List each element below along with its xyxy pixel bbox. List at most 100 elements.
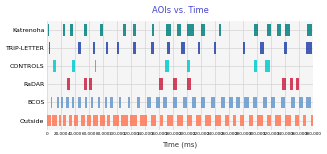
Bar [177, 24, 181, 36]
Bar [281, 97, 285, 108]
Bar [47, 115, 51, 126]
Bar [306, 97, 311, 108]
Bar [156, 97, 160, 108]
Bar [249, 115, 253, 126]
Bar [215, 115, 221, 126]
Bar [67, 78, 70, 90]
Bar [93, 42, 95, 54]
Bar [130, 115, 137, 126]
Bar [177, 115, 183, 126]
Bar [166, 24, 171, 36]
Bar [61, 97, 63, 108]
Bar [285, 115, 291, 126]
Bar [167, 42, 170, 54]
Bar [225, 115, 229, 126]
Bar [106, 42, 108, 54]
Bar [307, 24, 312, 36]
Bar [128, 97, 130, 108]
Bar [78, 42, 81, 54]
Bar [192, 97, 196, 108]
Bar [271, 97, 275, 108]
Bar [91, 97, 94, 108]
Bar [282, 78, 286, 90]
Bar [100, 24, 103, 36]
Bar [266, 60, 269, 72]
Bar [163, 97, 167, 108]
Bar [267, 24, 271, 36]
Bar [48, 24, 49, 36]
Bar [89, 78, 92, 90]
Bar [285, 24, 290, 36]
Bar [183, 97, 187, 108]
Bar [257, 115, 263, 126]
Bar [97, 97, 100, 108]
Bar [299, 97, 303, 108]
Bar [173, 78, 177, 90]
Bar [187, 60, 190, 72]
Bar [66, 97, 69, 108]
Bar [263, 97, 267, 108]
Bar [277, 24, 282, 36]
Bar [49, 42, 50, 54]
Bar [84, 78, 87, 90]
Bar [81, 115, 85, 126]
Bar [151, 115, 156, 126]
Bar [311, 115, 313, 126]
Bar [84, 24, 87, 36]
Bar [187, 115, 192, 126]
Bar [119, 97, 121, 108]
Bar [62, 24, 65, 36]
Bar [253, 60, 257, 72]
Bar [295, 115, 299, 126]
Bar [72, 97, 75, 108]
Bar [243, 42, 245, 54]
Bar [152, 24, 154, 36]
Bar [267, 115, 271, 126]
Bar [303, 115, 306, 126]
Bar [140, 115, 146, 126]
Bar [229, 97, 233, 108]
Bar [121, 115, 128, 126]
Bar [63, 115, 66, 126]
Bar [253, 97, 257, 108]
Bar [244, 97, 249, 108]
Bar [261, 42, 264, 54]
Bar [78, 97, 81, 108]
Bar [221, 97, 225, 108]
Bar [100, 115, 105, 126]
Bar [137, 97, 140, 108]
Bar [85, 97, 87, 108]
Bar [72, 60, 75, 72]
Bar [117, 42, 119, 54]
Bar [196, 115, 201, 126]
Bar [236, 97, 240, 108]
Bar [291, 97, 295, 108]
Bar [233, 115, 236, 126]
Bar [187, 24, 194, 36]
Bar [201, 97, 205, 108]
Bar [151, 42, 154, 54]
Bar [201, 24, 205, 36]
Bar [306, 42, 312, 54]
Bar [94, 115, 97, 126]
Bar [51, 97, 52, 108]
Bar [284, 42, 287, 54]
Bar [173, 97, 177, 108]
X-axis label: Time (ms): Time (ms) [163, 142, 198, 148]
Bar [105, 97, 107, 108]
Bar [87, 115, 91, 126]
Bar [275, 115, 281, 126]
Bar [146, 97, 151, 108]
Bar [75, 115, 78, 126]
Bar [57, 97, 59, 108]
Bar [53, 60, 56, 72]
Title: AOIs vs. Time: AOIs vs. Time [152, 6, 209, 15]
Bar [167, 115, 173, 126]
Bar [132, 42, 136, 54]
Bar [187, 78, 191, 90]
Bar [214, 42, 216, 54]
Bar [253, 24, 258, 36]
Bar [240, 115, 244, 126]
Bar [290, 78, 293, 90]
Bar [52, 115, 57, 126]
